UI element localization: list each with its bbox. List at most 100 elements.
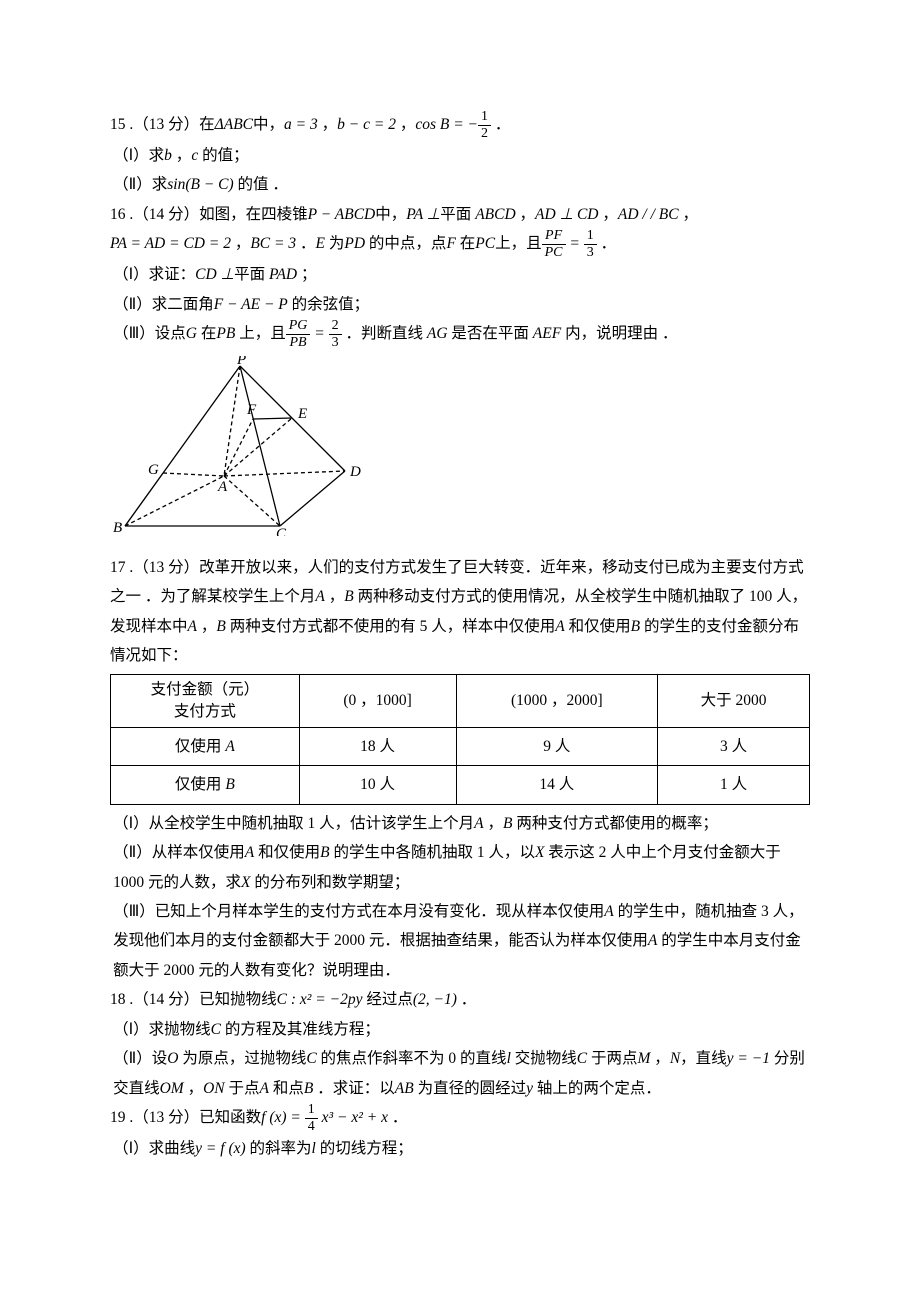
a-var: A [604, 903, 613, 920]
cd-perp: CD ⊥ [195, 266, 234, 283]
num: 1 [305, 1103, 318, 1119]
svg-text:B: B [113, 520, 122, 536]
ad-bc: AD / / BC [618, 206, 679, 223]
svg-text:D: D [349, 464, 361, 480]
text: 的中点，点 [365, 235, 446, 252]
sep: ， [650, 1050, 669, 1067]
q17-part1: （Ⅰ）从全校学生中随机抽取 1 人，估计该学生上个月A ，B 两种支付方式都使用… [110, 809, 810, 838]
eq: = [566, 235, 584, 252]
point: (2, −1) [413, 991, 457, 1008]
text: 的值； [198, 147, 248, 164]
y-neg1: y = −1 [727, 1050, 770, 1067]
text: 为直径的圆经过 [414, 1080, 526, 1097]
q17-part3: （Ⅲ）已知上个月样本学生的支付方式在本月没有变化．现从样本仅使用A 的学生中，随… [110, 897, 810, 985]
text: 两种支付方式都不使用的有 5 人，样本中仅使用 [226, 618, 555, 635]
eq: = [310, 325, 328, 342]
text: 的方程及其准线方程； [221, 1021, 380, 1038]
sep: ， [325, 588, 344, 605]
frac-2-3: 23 [329, 319, 342, 350]
o-var: O [167, 1050, 178, 1067]
g-var: G [186, 325, 197, 342]
text: 和仅使用 [254, 844, 320, 861]
svg-text:C: C [276, 526, 287, 536]
a-var: A [315, 588, 324, 605]
den: 4 [305, 1119, 318, 1134]
y-axis: y [526, 1080, 533, 1097]
ag: AG [423, 325, 448, 342]
a-var: A [245, 844, 254, 861]
cell: 18 人 [299, 727, 456, 765]
text: （Ⅱ）从样本仅使用 [113, 844, 245, 861]
stop: ． [597, 235, 616, 252]
svg-text:P: P [236, 356, 246, 368]
sep: ， [318, 116, 337, 133]
text: ．求证：以 [313, 1080, 394, 1097]
q19-stem: 19 .（13 分）已知函数f (x) = 14 x³ − x² + x ． [110, 1103, 810, 1134]
tri-abc: ΔABC [215, 116, 253, 133]
plane-word: 平面 [234, 266, 265, 283]
ad-cd: AD ⊥ CD [535, 206, 598, 223]
p-abcd: P − ABCD [308, 206, 376, 223]
frac-1-2: 12 [478, 110, 491, 141]
cell: 仅使用 B [111, 766, 300, 804]
den: 3 [329, 335, 342, 350]
text: 于点 [225, 1080, 260, 1097]
sep: ， [231, 235, 250, 252]
c-var: C [577, 1050, 587, 1067]
cell: 9 人 [456, 727, 658, 765]
q15-part1: （Ⅰ）求b ，c 的值； [110, 141, 810, 170]
den: 3 [584, 245, 597, 260]
b-var: B [344, 588, 353, 605]
abcd: ABCD [471, 206, 515, 223]
text: 两种支付方式都使用的概率； [513, 815, 718, 832]
text: 的分布列和数学期望； [250, 874, 409, 891]
cosb: cos B = −12 [415, 116, 491, 133]
text: （Ⅰ）求抛物线 [113, 1021, 211, 1038]
text: 是否在平面 [448, 325, 529, 342]
text: （Ⅱ）求 [113, 176, 167, 193]
frac-1-3: 13 [584, 229, 597, 260]
plane-word: 平面 [440, 206, 471, 223]
text: 在 [197, 325, 216, 342]
pc: PC [475, 235, 495, 252]
b-var: B [216, 618, 225, 635]
den: PC [542, 245, 566, 260]
table-row: 仅使用 A 18 人 9 人 3 人 [111, 727, 810, 765]
text: 经过点 [362, 991, 412, 1008]
svg-text:F: F [246, 402, 257, 418]
text: （Ⅱ）设 [113, 1050, 167, 1067]
a-eq-3: a = 3 [284, 116, 318, 133]
b-var: B [631, 618, 640, 635]
den: PB [286, 335, 311, 350]
table-row: 仅使用 B 10 人 14 人 1 人 [111, 766, 810, 804]
q17-part2: （Ⅱ）从样本仅使用A 和仅使用B 的学生中各随机抽取 1 人，以X 表示这 2 … [110, 838, 810, 897]
q15-head-b: 中， [253, 116, 284, 133]
cosb-lead: cos B = − [415, 116, 478, 133]
text: ．判断直线 [342, 325, 423, 342]
sin-b-c: sin(B − C) [167, 176, 233, 193]
text: （Ⅲ）已知上个月样本学生的支付方式在本月没有变化．现从样本仅使用 [113, 903, 604, 920]
e-var: E [316, 235, 325, 252]
text: 和点 [269, 1080, 304, 1097]
q18-stem: 18 .（14 分）已知抛物线C : x² = −2py 经过点(2, −1) … [110, 985, 810, 1014]
text: 和仅使用 [565, 618, 631, 635]
sep: ， [172, 147, 191, 164]
text: 16 .（14 分）如图，在四棱锥 [110, 206, 308, 223]
text: （Ⅰ）求曲线 [113, 1140, 195, 1157]
a-var: A [260, 1080, 269, 1097]
text: 支付金额（元） 支付方式 [151, 681, 260, 720]
eqn: C : x² = −2py [277, 991, 363, 1008]
q16-part2: （Ⅱ）求二面角F − AE − P 的余弦值； [110, 290, 810, 319]
pb: PB [216, 325, 235, 342]
n-var: N [670, 1050, 680, 1067]
on: ON [203, 1080, 225, 1097]
num: PG [286, 319, 311, 335]
a-var: A [188, 618, 197, 635]
text: 在 [456, 235, 475, 252]
cell: 10 人 [299, 766, 456, 804]
den: 2 [478, 126, 491, 141]
stop: ． [457, 991, 476, 1008]
cell: 仅使用 A [111, 727, 300, 765]
f-var: F [446, 235, 455, 252]
num: 1 [584, 229, 597, 245]
